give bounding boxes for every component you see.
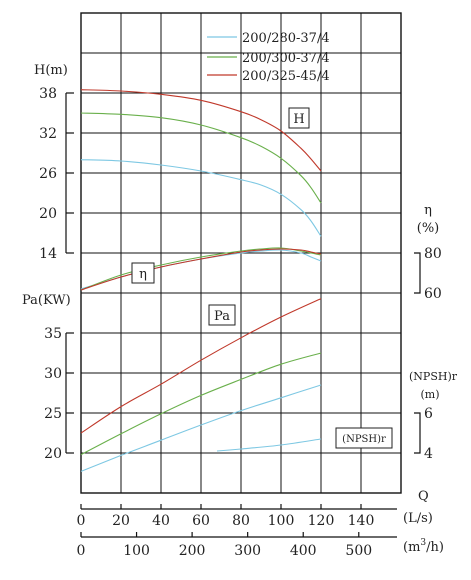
q-m3h-tick-label: 100 — [123, 543, 150, 559]
power-tick-label: 20 — [44, 446, 62, 462]
curve-label-efficiency-text: η — [139, 267, 147, 282]
npsh-tick-label: 4 — [424, 446, 433, 462]
npsh-bracket — [414, 412, 421, 454]
q-ls-tick-label: 100 — [268, 513, 295, 529]
q-ls-tick-label: 80 — [232, 513, 250, 529]
power-ticks: 35 30 25 20 — [44, 326, 74, 462]
head-curve-series-3 — [80, 89, 322, 172]
head-tick-label: 26 — [39, 166, 57, 182]
q-ls-tick-label: 20 — [112, 513, 130, 529]
q-m3h-unit-prefix: (m — [403, 540, 420, 555]
curve-label-efficiency: η — [131, 262, 155, 284]
plot-frame — [80, 12, 402, 494]
npsh-tick-label: 6 — [424, 406, 433, 422]
head-curve-series-1 — [80, 159, 322, 237]
npsh-axis-unit: (m) — [420, 388, 439, 401]
q-m3h-unit-suffix: /h) — [426, 540, 444, 555]
curve-label-power: Pa — [208, 304, 236, 326]
head-tick-label: 14 — [39, 246, 57, 262]
efficiency-ticks: 80 60 — [414, 246, 442, 302]
q-m3h-tick-label: 500 — [345, 543, 372, 559]
q-ls-ticks: 0 20 40 60 80 100 120 140 — [77, 504, 397, 529]
efficiency-axis-unit: (%) — [417, 221, 440, 236]
curve-label-npsh-text: (NPSH)r — [342, 434, 386, 445]
curve-label-npsh: (NPSH)r — [335, 427, 393, 449]
power-tick-label: 25 — [44, 406, 62, 422]
q-ls-tick-label: 120 — [308, 513, 335, 529]
legend-entry-3: 200/325-45/4 — [242, 69, 330, 84]
grid — [65, 12, 402, 494]
head-tick-label: 20 — [39, 206, 57, 222]
legend-entry-2: 200/300-37/4 — [242, 51, 330, 66]
head-axis-label: H(m) — [34, 63, 68, 78]
efficiency-bracket — [414, 252, 421, 294]
npsh-axis-label: (NPSH)r — [409, 370, 458, 383]
head-ticks: 38 32 26 20 14 — [39, 86, 74, 262]
q-m3h-unit-sup: 3 — [420, 538, 426, 548]
q-m3h-tick-label: 300 — [234, 543, 261, 559]
power-curve-series-2 — [80, 352, 322, 456]
power-axis-label: Pa(KW) — [22, 293, 71, 308]
power-tick-label: 30 — [44, 366, 62, 382]
q-m3h-tick-label: 0 — [77, 543, 86, 559]
q-ls-tick-label: 0 — [77, 513, 86, 529]
q-m3h-tick-label: 200 — [179, 543, 206, 559]
q-m3h-axis-unit: (m3/h) — [403, 538, 444, 555]
curve-label-head: H — [288, 107, 310, 129]
legend-entry-1: 200/280-37/4 — [242, 31, 330, 46]
q-ls-tick-label: 40 — [152, 513, 170, 529]
npsh-curve-series-1 — [216, 438, 322, 452]
power-curve-series-3 — [80, 298, 322, 434]
head-tick-label: 32 — [39, 126, 57, 142]
npsh-ticks: 64 — [414, 406, 433, 462]
q-ls-tick-label: 140 — [348, 513, 375, 529]
head-curve-series-2 — [80, 112, 322, 204]
q-axis-unit: (L/s) — [403, 511, 433, 526]
q-axis-label: Q — [418, 489, 429, 504]
curve-label-head-text: H — [293, 112, 304, 127]
efficiency-axis-label: η — [424, 203, 432, 218]
q-m3h-tick-label: 400 — [290, 543, 317, 559]
efficiency-tick-label: 60 — [424, 286, 442, 302]
q-ls-tick-label: 60 — [192, 513, 210, 529]
efficiency-tick-label: 80 — [424, 246, 442, 262]
power-curve-series-1 — [80, 384, 322, 472]
curve-label-power-text: Pa — [214, 309, 230, 324]
power-tick-label: 35 — [44, 326, 62, 342]
legend: 200/280-37/4 200/300-37/4 200/325-45/4 — [207, 31, 330, 84]
q-m3h-ticks: 0 100 200 300 400 500 — [77, 532, 397, 559]
head-tick-label: 38 — [39, 86, 57, 102]
